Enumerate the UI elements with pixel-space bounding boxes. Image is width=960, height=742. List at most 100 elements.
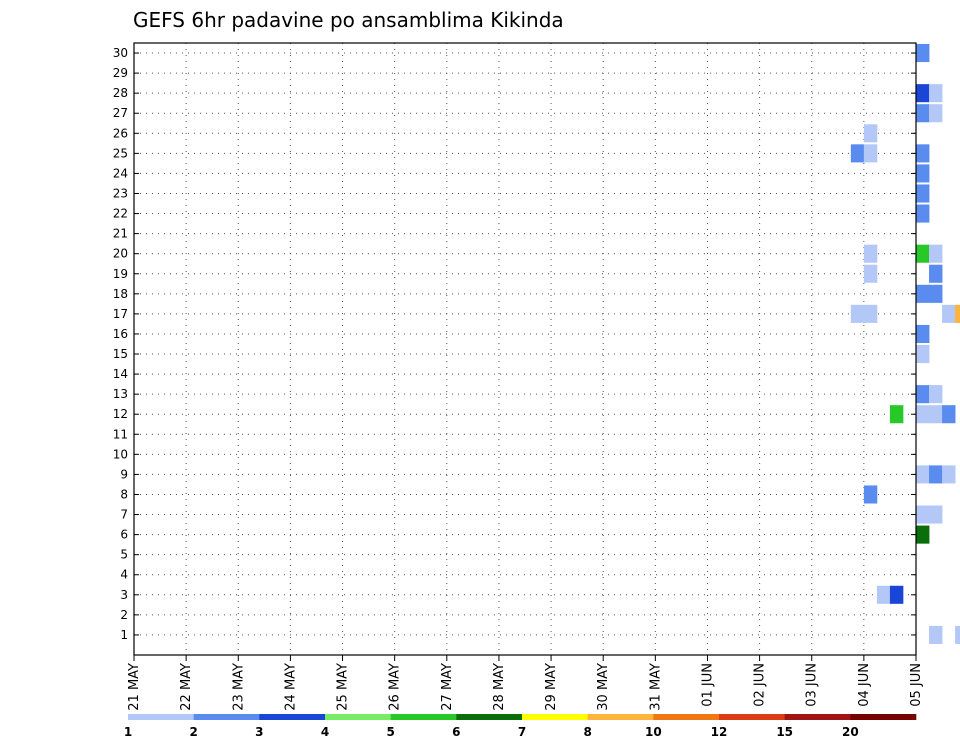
colorbar: 1 2 3 4 5 6 7 8 10 12 15 20 xyxy=(124,714,917,739)
y-tick-label: 18 xyxy=(113,287,128,301)
colorbar-swatch xyxy=(259,714,326,720)
ensemble-cell xyxy=(916,465,930,484)
colorbar-tick-label: 5 xyxy=(386,725,394,739)
colorbar-tick-label: 1 xyxy=(124,725,132,739)
y-tick-label: 8 xyxy=(120,487,128,501)
y-tick-label: 6 xyxy=(120,528,128,542)
ensemble-cell xyxy=(916,525,930,544)
ensemble-cell xyxy=(942,405,956,424)
ensemble-cell xyxy=(929,625,943,644)
ensemble-cell xyxy=(929,505,943,524)
ensemble-cell xyxy=(916,385,930,404)
ensemble-cell xyxy=(929,465,943,484)
y-tick-label: 15 xyxy=(113,347,128,361)
ensemble-cell xyxy=(863,485,878,504)
ensemble-cell xyxy=(929,264,943,283)
y-tick-label: 27 xyxy=(113,106,128,120)
y-tick-label: 25 xyxy=(113,146,128,160)
colorbar-swatch xyxy=(653,714,720,720)
ensemble-cell xyxy=(929,284,943,303)
y-tick-label: 24 xyxy=(113,166,128,180)
colorbar-tick-label: 4 xyxy=(321,725,329,739)
x-tick-label: 03 JUN xyxy=(805,663,820,707)
y-tick-label: 17 xyxy=(113,307,128,321)
x-tick-label: 23 MAY xyxy=(231,663,246,711)
y-tick-label: 23 xyxy=(113,186,128,200)
colorbar-tick-label: 3 xyxy=(255,725,263,739)
ensemble-cell xyxy=(876,585,891,604)
ensemble-cell xyxy=(916,164,930,183)
ensemble-cell xyxy=(929,405,943,424)
colorbar-swatch xyxy=(522,714,588,720)
y-tick-label: 9 xyxy=(120,467,128,481)
colorbar-swatch xyxy=(193,714,260,720)
x-tick-label: 27 MAY xyxy=(440,663,455,711)
ensemble-cell xyxy=(955,304,960,323)
ensemble-cell xyxy=(889,585,904,604)
x-tick-label: 21 MAY xyxy=(127,663,142,711)
x-tick-label: 05 JUN xyxy=(909,663,924,707)
ensemble-cell xyxy=(929,104,943,123)
ensemble-cell xyxy=(863,264,878,283)
y-tick-label: 22 xyxy=(113,207,128,221)
y-tick-label: 13 xyxy=(113,387,128,401)
y-tick-label: 7 xyxy=(120,508,128,522)
ensemble-cell xyxy=(863,124,878,143)
chart-title: GEFS 6hr padavine po ansamblima Kikinda xyxy=(133,8,564,32)
x-tick-label: 04 JUN xyxy=(857,663,872,707)
colorbar-swatch xyxy=(390,714,457,720)
x-tick-label: 30 MAY xyxy=(596,663,611,711)
y-tick-label: 1 xyxy=(120,628,128,642)
y-tick-label: 3 xyxy=(120,588,128,602)
ensemble-cell xyxy=(916,505,930,524)
x-tick-label: 25 MAY xyxy=(336,663,351,711)
y-tick-label: 5 xyxy=(120,548,128,562)
colorbar-tick-label: 15 xyxy=(776,725,793,739)
ensemble-cell xyxy=(916,244,930,263)
y-tick-label: 11 xyxy=(113,427,128,441)
ensemble-cell xyxy=(929,244,943,263)
ensemble-cell xyxy=(850,304,865,323)
ensemble-cell xyxy=(942,465,956,484)
colorbar-swatch xyxy=(587,714,654,720)
ensemble-cell xyxy=(916,184,930,203)
y-tick-label: 29 xyxy=(113,66,128,80)
colorbar-tick-label: 7 xyxy=(518,725,526,739)
colorbar-swatch xyxy=(325,714,391,720)
y-tick-label: 4 xyxy=(120,568,128,582)
x-tick-label: 26 MAY xyxy=(388,663,403,711)
colorbar-swatch xyxy=(850,714,917,720)
ensemble-cell xyxy=(863,244,878,263)
ensemble-cells xyxy=(850,44,960,644)
y-tick-label: 20 xyxy=(113,247,128,261)
ensemble-cell xyxy=(916,324,930,343)
colorbar-tick-label: 12 xyxy=(711,725,728,739)
plot-frame xyxy=(133,42,917,656)
ensemble-cell xyxy=(929,84,943,103)
colorbar-swatch xyxy=(719,714,785,720)
ensemble-cell xyxy=(916,344,930,364)
colorbar-tick-label: 8 xyxy=(583,725,591,739)
grid-lines xyxy=(134,43,916,655)
y-tick-label: 30 xyxy=(113,46,128,60)
y-tick-label: 16 xyxy=(113,327,128,341)
ensemble-cell xyxy=(929,385,943,404)
colorbar-tick-label: 2 xyxy=(189,725,197,739)
y-tick-label: 28 xyxy=(113,86,128,100)
y-tick-label: 12 xyxy=(113,407,128,421)
ensemble-cell xyxy=(889,405,904,424)
x-tick-label: 02 JUN xyxy=(753,663,768,707)
y-tick-label: 21 xyxy=(113,227,128,241)
colorbar-tick-label: 20 xyxy=(842,725,859,739)
ensemble-cell xyxy=(863,304,878,323)
colorbar-swatch xyxy=(456,714,523,720)
colorbar-tick-label: 10 xyxy=(645,725,662,739)
ensemble-cell xyxy=(863,144,878,163)
x-axis-ticks: 21 MAY 22 MAY 23 MAY 24 MAY 25 MAY 26 MAY 27 M… xyxy=(127,655,924,711)
colorbar-swatch xyxy=(128,714,194,720)
y-tick-label: 2 xyxy=(120,608,128,622)
ensemble-cell xyxy=(916,144,930,163)
ensemble-cell xyxy=(850,144,865,163)
ensemble-cell xyxy=(916,405,930,424)
